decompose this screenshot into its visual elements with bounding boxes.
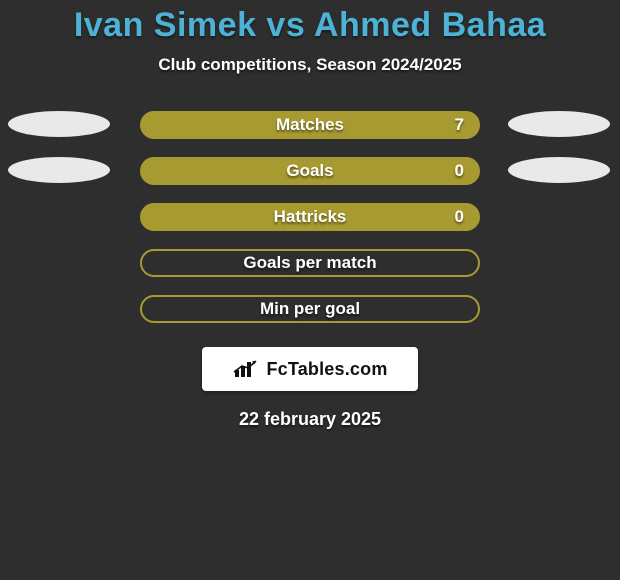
metric-value-right: 7 [455, 115, 464, 135]
metric-bar-min-per-goal: Min per goal [140, 295, 480, 323]
metric-row: Goals 0 [0, 157, 620, 185]
metric-row: Hattricks 0 [0, 203, 620, 231]
metric-label: Min per goal [142, 299, 478, 319]
bar-chart-icon [232, 358, 260, 380]
metric-label: Matches [142, 115, 478, 135]
subtitle: Club competitions, Season 2024/2025 [0, 55, 620, 75]
logo-text: FcTables.com [266, 359, 387, 380]
metric-row: Matches 7 [0, 111, 620, 139]
player-right-marker [508, 111, 610, 137]
metric-label: Hattricks [142, 207, 478, 227]
player-right-marker [508, 157, 610, 183]
metric-label: Goals per match [142, 253, 478, 273]
metric-bar-goals-per-match: Goals per match [140, 249, 480, 277]
metric-bar-matches: Matches 7 [140, 111, 480, 139]
metric-row: Min per goal [0, 295, 620, 323]
metric-rows: Matches 7 Goals 0 Hattricks 0 Goals per … [0, 111, 620, 323]
page-title: Ivan Simek vs Ahmed Bahaa [0, 6, 620, 45]
player-left-marker [8, 111, 110, 137]
logo-card: FcTables.com [202, 347, 418, 391]
metric-value-right: 0 [455, 207, 464, 227]
metric-bar-goals: Goals 0 [140, 157, 480, 185]
comparison-infographic: Ivan Simek vs Ahmed Bahaa Club competiti… [0, 0, 620, 580]
metric-value-right: 0 [455, 161, 464, 181]
player-left-marker [8, 157, 110, 183]
metric-bar-hattricks: Hattricks 0 [140, 203, 480, 231]
footer-date: 22 february 2025 [0, 409, 620, 430]
metric-row: Goals per match [0, 249, 620, 277]
metric-label: Goals [142, 161, 478, 181]
